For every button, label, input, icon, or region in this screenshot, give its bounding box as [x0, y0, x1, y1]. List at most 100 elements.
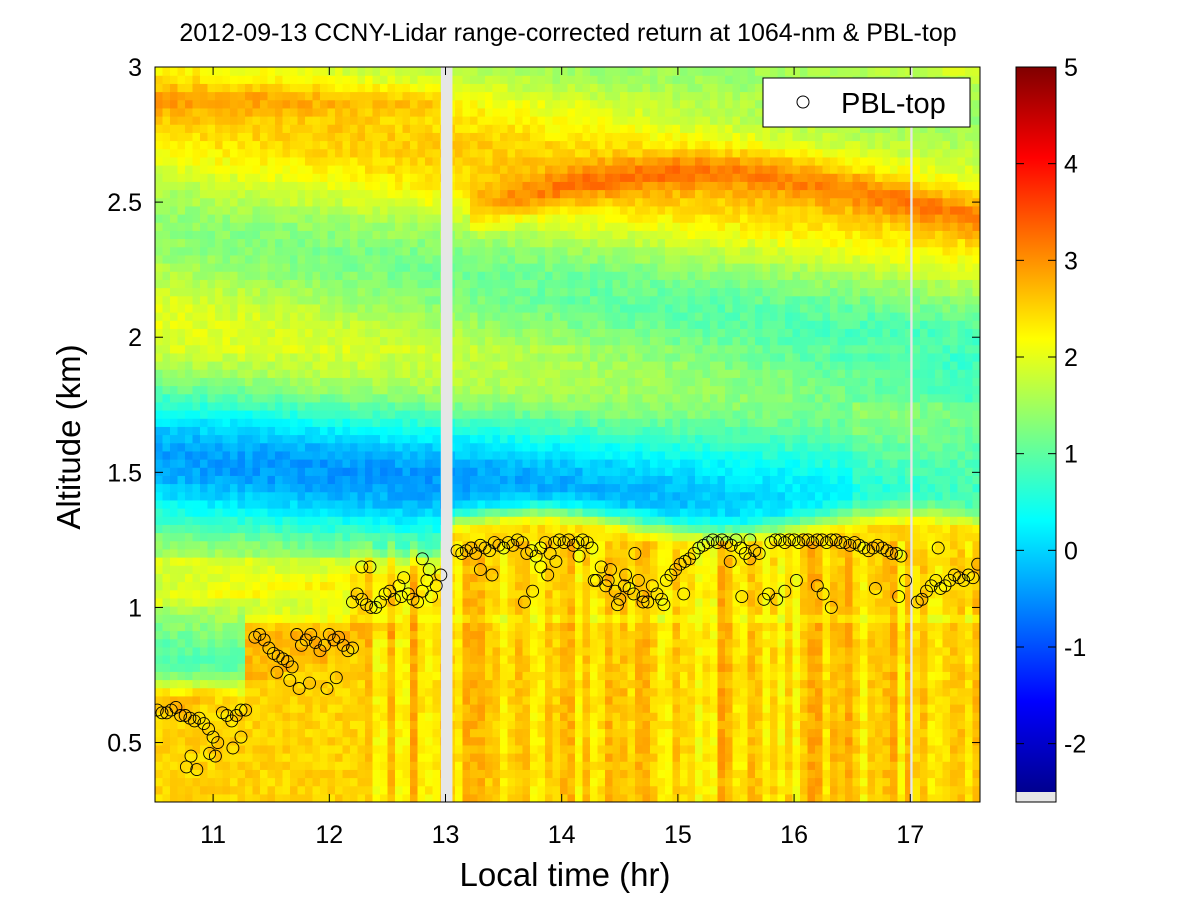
- heatmap-cell: [380, 295, 389, 305]
- heatmap-cell: [297, 328, 306, 338]
- heatmap-cell: [282, 279, 291, 289]
- heatmap-cell: [425, 140, 434, 150]
- heatmap-cell: [492, 271, 501, 280]
- heatmap-cell: [380, 181, 389, 191]
- heatmap-cell: [507, 589, 516, 599]
- heatmap-cell: [417, 581, 426, 591]
- heatmap-cell: [492, 165, 501, 174]
- heatmap-cell: [185, 704, 194, 713]
- heatmap-cell: [207, 597, 216, 607]
- heatmap-cell: [372, 336, 381, 346]
- heatmap-cell: [335, 761, 344, 770]
- heatmap-cell: [485, 695, 494, 705]
- heatmap-cell: [170, 173, 179, 182]
- heatmap-cell: [237, 410, 246, 419]
- heatmap-cell: [305, 761, 314, 770]
- heatmap-cell: [395, 442, 404, 452]
- heatmap-cell: [260, 410, 269, 419]
- heatmap-cell: [432, 687, 441, 697]
- heatmap-cell: [462, 793, 471, 802]
- heatmap-cell: [530, 189, 539, 199]
- heatmap-cell: [477, 483, 486, 493]
- heatmap-cell: [215, 352, 224, 362]
- heatmap-cell: [200, 99, 209, 109]
- heatmap-cell: [185, 589, 194, 599]
- heatmap-cell: [297, 793, 306, 802]
- heatmap-cell: [162, 336, 171, 346]
- heatmap-cell: [207, 581, 216, 591]
- heatmap-cell: [410, 140, 419, 150]
- heatmap-cell: [335, 205, 344, 215]
- heatmap-cell: [552, 181, 561, 191]
- heatmap-cell: [395, 279, 404, 289]
- heatmap-cell: [500, 761, 509, 770]
- heatmap-cell: [252, 369, 261, 378]
- heatmap-cell: [297, 679, 306, 689]
- heatmap-cell: [230, 75, 239, 84]
- heatmap-cell: [507, 581, 516, 591]
- heatmap-cell: [387, 532, 396, 542]
- heatmap-cell: [162, 230, 171, 240]
- heatmap-cell: [365, 401, 374, 411]
- heatmap-cell: [215, 793, 224, 802]
- heatmap-cell: [185, 222, 194, 231]
- heatmap-cell: [222, 361, 231, 370]
- heatmap-cell: [230, 540, 239, 550]
- heatmap-cell: [185, 312, 194, 321]
- heatmap-cell: [500, 189, 509, 199]
- heatmap-cell: [252, 271, 261, 280]
- heatmap-cell: [230, 107, 239, 117]
- heatmap-cell: [387, 622, 396, 632]
- heatmap-cell: [560, 426, 569, 436]
- heatmap-cell: [207, 695, 216, 705]
- heatmap-cell: [297, 614, 306, 623]
- heatmap-cell: [537, 540, 546, 550]
- heatmap-cell: [237, 785, 246, 795]
- heatmap-cell: [530, 548, 539, 558]
- heatmap-cell: [335, 687, 344, 697]
- heatmap-cell: [387, 793, 396, 802]
- heatmap-cell: [537, 377, 546, 387]
- heatmap-cell: [380, 197, 389, 207]
- heatmap-cell: [492, 769, 501, 779]
- heatmap-cell: [455, 622, 464, 632]
- heatmap-cell: [350, 704, 359, 713]
- heatmap-cell: [552, 614, 561, 623]
- heatmap-cell: [395, 540, 404, 550]
- heatmap-cell: [170, 728, 179, 738]
- heatmap-cell: [380, 679, 389, 689]
- heatmap-cell: [492, 107, 501, 117]
- heatmap-cell: [552, 516, 561, 525]
- heatmap-cell: [192, 410, 201, 419]
- heatmap-cell: [537, 181, 546, 191]
- heatmap-cell: [537, 597, 546, 607]
- heatmap-cell: [500, 769, 509, 779]
- heatmap-cell: [560, 295, 569, 305]
- heatmap-cell: [372, 165, 381, 174]
- heatmap-cell: [552, 75, 561, 84]
- heatmap-cell: [545, 630, 554, 640]
- heatmap-cell: [410, 377, 419, 387]
- heatmap-cell: [545, 116, 554, 125]
- heatmap-cell: [335, 491, 344, 501]
- heatmap-cell: [185, 785, 194, 795]
- heatmap-cell: [282, 712, 291, 721]
- heatmap-cell: [470, 663, 479, 672]
- heatmap-cell: [462, 695, 471, 705]
- heatmap-cell: [372, 140, 381, 150]
- heatmap-cell: [200, 565, 209, 574]
- heatmap-cell: [327, 165, 336, 174]
- heatmap-cell: [372, 573, 381, 583]
- heatmap-cell: [537, 230, 546, 240]
- heatmap-cell: [222, 238, 231, 248]
- heatmap-cell: [402, 385, 411, 395]
- heatmap-cell: [477, 540, 486, 550]
- heatmap-cell: [237, 246, 246, 256]
- heatmap-cell: [545, 712, 554, 721]
- heatmap-cell: [192, 573, 201, 583]
- heatmap-cell: [410, 671, 419, 681]
- heatmap-cell: [552, 410, 561, 419]
- heatmap-cell: [515, 271, 524, 280]
- heatmap-cell: [237, 230, 246, 240]
- heatmap-cell: [155, 483, 164, 493]
